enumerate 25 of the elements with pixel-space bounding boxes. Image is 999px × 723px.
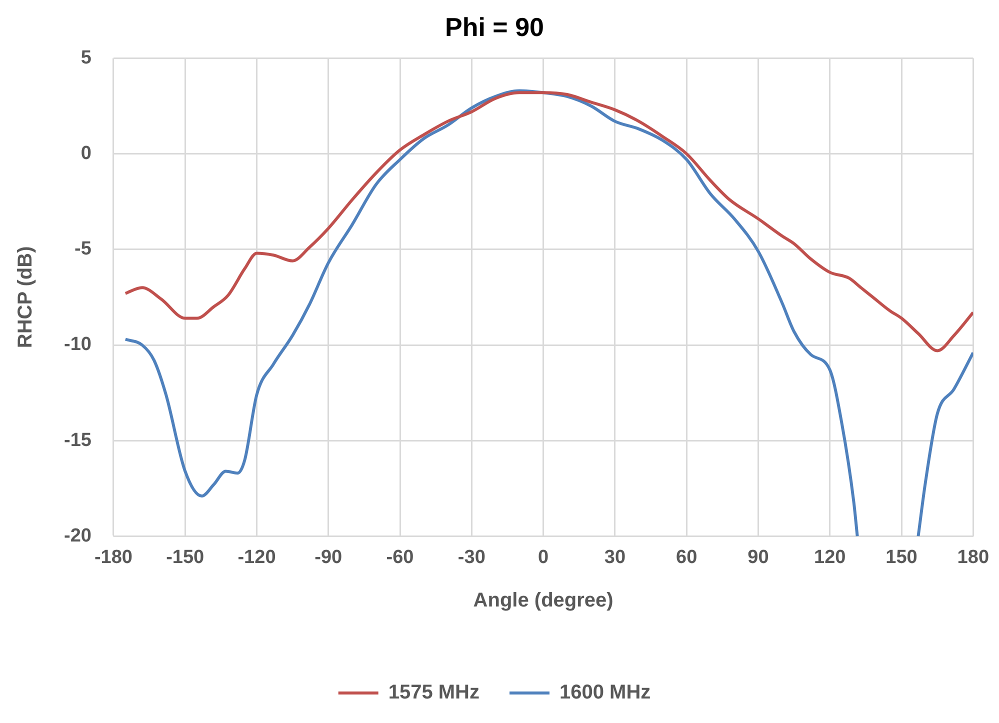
x-tick-label: 150 — [886, 546, 918, 568]
y-tick-label: -5 — [74, 238, 92, 260]
x-tick-label: 0 — [538, 546, 549, 568]
y-tick-label: -10 — [64, 334, 92, 356]
line-series — [124, 91, 974, 352]
y-tick-label: -15 — [64, 430, 92, 451]
x-tick-label: 90 — [748, 546, 769, 568]
x-axis-title: Angle (degree) — [473, 590, 614, 612]
x-tick-label: 30 — [604, 546, 626, 568]
x-tick-label: 180 — [957, 546, 989, 568]
y-tick-label: 5 — [80, 47, 92, 68]
x-tick-label: -150 — [166, 546, 204, 568]
x-tick-label: -60 — [386, 546, 414, 568]
x-tick-label: -90 — [314, 546, 342, 568]
x-tick-label: -180 — [94, 546, 132, 568]
legend-label: 1575 MHz — [388, 682, 480, 704]
x-tick-label: 60 — [676, 546, 698, 568]
y-tick-label: 0 — [80, 143, 92, 164]
x-tick-label: -30 — [458, 546, 486, 568]
y-axis-title: RHCP (dB) — [14, 246, 37, 348]
x-tick-label: 120 — [814, 546, 846, 568]
y-tick-label: -20 — [64, 525, 92, 546]
legend-label: 1600 MHz — [560, 682, 651, 704]
x-tick-label: -120 — [238, 546, 276, 568]
chart-title: Phi = 90 — [445, 12, 544, 42]
